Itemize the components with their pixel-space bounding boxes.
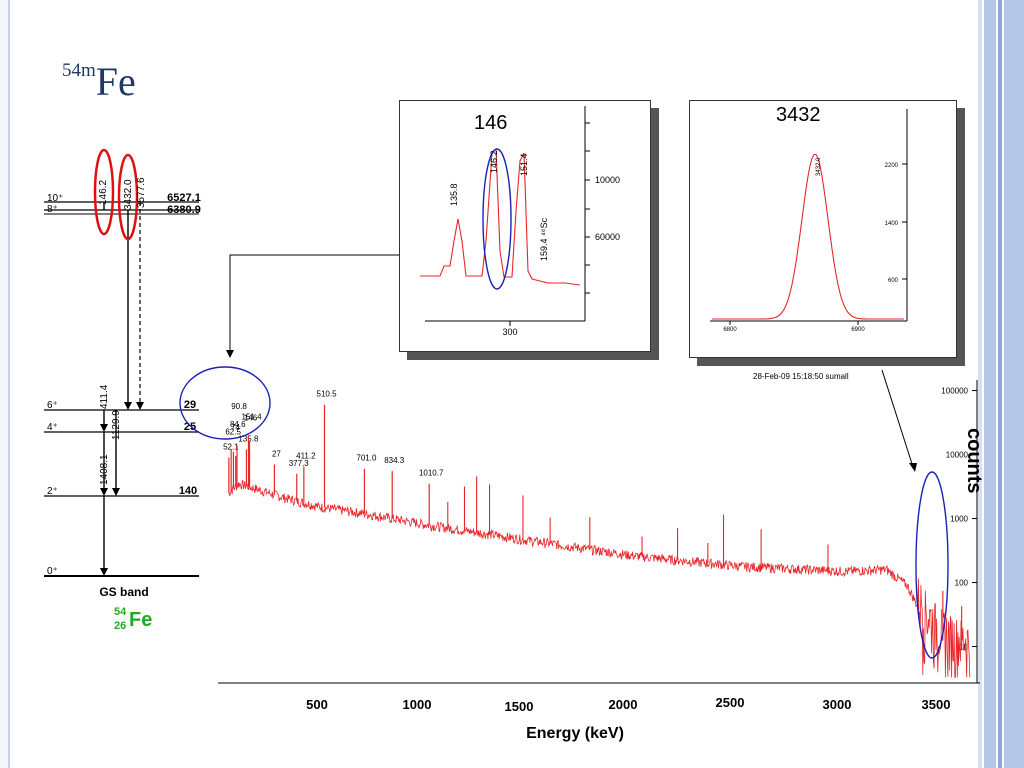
spectrum-timestamp: 28-Feb-09 15:18:50 sumall xyxy=(753,372,849,381)
inset-146-peak-label: 159.4 ⁴⁶Sc xyxy=(539,217,549,261)
nucleus-z: 26 xyxy=(114,620,127,632)
y-tick-label: 10000 xyxy=(946,451,969,460)
transition-label: 3577.6 xyxy=(136,177,147,208)
slide-title: 54mFe xyxy=(62,58,136,105)
band-label: GS band xyxy=(99,585,148,599)
y-axis-title: counts xyxy=(963,428,985,494)
level-spin: 4⁺ xyxy=(47,422,58,433)
level-spin: 8⁺ xyxy=(47,204,58,215)
inset-146-peak-label: 151.4 xyxy=(519,153,529,176)
peak-label: 90.8 xyxy=(231,402,247,411)
peak-label: 84.6 xyxy=(230,420,246,429)
y-tick-label: 100000 xyxy=(941,387,968,396)
inset-146-x-tick: 300 xyxy=(502,327,517,337)
peak-label: 377.3 xyxy=(289,459,310,468)
x-tick-label: 500 xyxy=(306,697,328,712)
transition-label: 1129.9 xyxy=(111,410,122,440)
x-tick-label: 3500 xyxy=(921,697,951,712)
y-tick-label: 100 xyxy=(955,579,969,588)
peak-label: 27 xyxy=(272,449,281,458)
spectrum-series xyxy=(228,480,971,678)
title-element: Fe xyxy=(95,59,136,104)
peak-label: 1010.7 xyxy=(419,469,444,478)
level-spin: 10⁺ xyxy=(47,193,63,204)
peak-label: 411.2 xyxy=(296,452,316,461)
inset-146-title: 146 xyxy=(474,112,508,134)
nucleus-symbol: Fe xyxy=(129,609,153,631)
x-tick-label: 1000 xyxy=(402,697,432,712)
inset-146-series xyxy=(420,147,581,286)
peak-label: 146 xyxy=(244,413,258,422)
level-spin: 2⁺ xyxy=(47,486,58,497)
peak-label: 701.0 xyxy=(356,454,377,463)
transition-label: 146.2 xyxy=(98,180,109,205)
title-superscript: 54m xyxy=(62,60,96,81)
peak-label: 52.1 xyxy=(223,442,239,451)
peak-label: 151.4 xyxy=(242,412,263,421)
inset-3432-x-tick: 6800 xyxy=(723,327,737,333)
inset-146-y-tick: 10000 xyxy=(595,175,620,185)
inset-3432-peak-label: 3432.0 xyxy=(816,157,822,176)
y-tick-label: 1000 xyxy=(950,515,968,524)
inset-146-peak-label: 135.8 xyxy=(449,183,459,206)
x-axis-title: Energy (keV) xyxy=(526,725,624,742)
x-tick-label: 2000 xyxy=(608,697,638,712)
y-tick-label: 10 xyxy=(959,643,968,652)
inset-3432-y-tick: 600 xyxy=(888,278,899,284)
slide-left-border xyxy=(0,0,10,768)
inset-146-chart: 300 10000 60000 135.8 146.2 151.4 159.4 ⁴⁶Sc xyxy=(420,106,620,337)
peak-label: 62.5 xyxy=(225,427,241,436)
peak-label: 74 xyxy=(231,423,240,432)
transition-label: 1408.1 xyxy=(99,454,110,485)
level-energy: 25 xyxy=(184,421,196,433)
x-tick-label: 2500 xyxy=(715,695,745,710)
inset-146: 300 10000 60000 135.8 146.2 151.4 159.4 ⁴⁶Sc xyxy=(399,100,651,352)
inset-3432-x-tick: 6900 xyxy=(851,327,865,333)
level-spin: 6⁺ xyxy=(47,400,58,411)
transition-label: 411.4 xyxy=(99,384,110,409)
inset-3432: 2200 1400 600 6800 6900 3432.0 xyxy=(689,100,957,358)
level-energy: 140 xyxy=(179,485,197,497)
inset-146-peak-label: 146.2 xyxy=(489,150,499,173)
level-spin: 0⁺ xyxy=(47,566,58,577)
inset-3432-chart: 2200 1400 600 6800 6900 3432.0 xyxy=(710,109,908,333)
inset-3432-series xyxy=(712,153,904,320)
level-energy: 6527.1 xyxy=(167,192,201,204)
inset-3432-y-tick: 2200 xyxy=(885,163,899,169)
slide-right-border xyxy=(978,0,1024,768)
level-energy: 6380.9 xyxy=(167,204,201,216)
inset-3432-y-tick: 1400 xyxy=(885,221,899,227)
peak-label: 834.3 xyxy=(384,456,405,465)
level-scheme: 10⁺ 8⁺ 6⁺ 4⁺ 2⁺ 0⁺ 6527.1 6380.9 29 25 1… xyxy=(44,148,201,599)
x-tick-label: 3000 xyxy=(822,697,852,712)
nucleus-mass: 54 xyxy=(114,606,127,618)
inset-146-y-tick: 60000 xyxy=(595,232,620,242)
inset-3432-title: 3432 xyxy=(776,104,821,126)
transition-label: 3432.0 xyxy=(123,179,134,210)
peak-label: 510.5 xyxy=(317,390,338,399)
x-tick-label: 1500 xyxy=(504,699,534,714)
level-energy: 29 xyxy=(184,399,196,411)
